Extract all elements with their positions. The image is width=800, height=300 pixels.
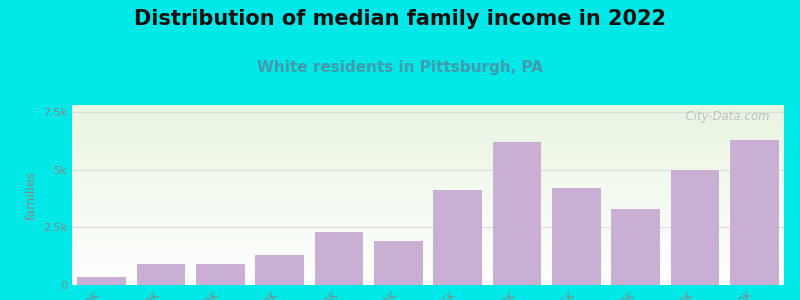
Bar bbox=[730, 140, 778, 285]
Bar bbox=[137, 264, 186, 285]
Bar bbox=[434, 190, 482, 285]
Bar bbox=[552, 188, 601, 285]
Bar bbox=[314, 232, 363, 285]
Bar bbox=[670, 169, 719, 285]
Bar bbox=[493, 142, 542, 285]
Text: White residents in Pittsburgh, PA: White residents in Pittsburgh, PA bbox=[257, 60, 543, 75]
Text: City-Data.com: City-Data.com bbox=[678, 110, 770, 123]
Text: Distribution of median family income in 2022: Distribution of median family income in … bbox=[134, 9, 666, 29]
Bar bbox=[78, 277, 126, 285]
Y-axis label: families: families bbox=[24, 170, 38, 220]
Bar bbox=[611, 209, 660, 285]
Bar bbox=[374, 241, 422, 285]
Bar bbox=[196, 264, 245, 285]
Bar bbox=[255, 255, 304, 285]
